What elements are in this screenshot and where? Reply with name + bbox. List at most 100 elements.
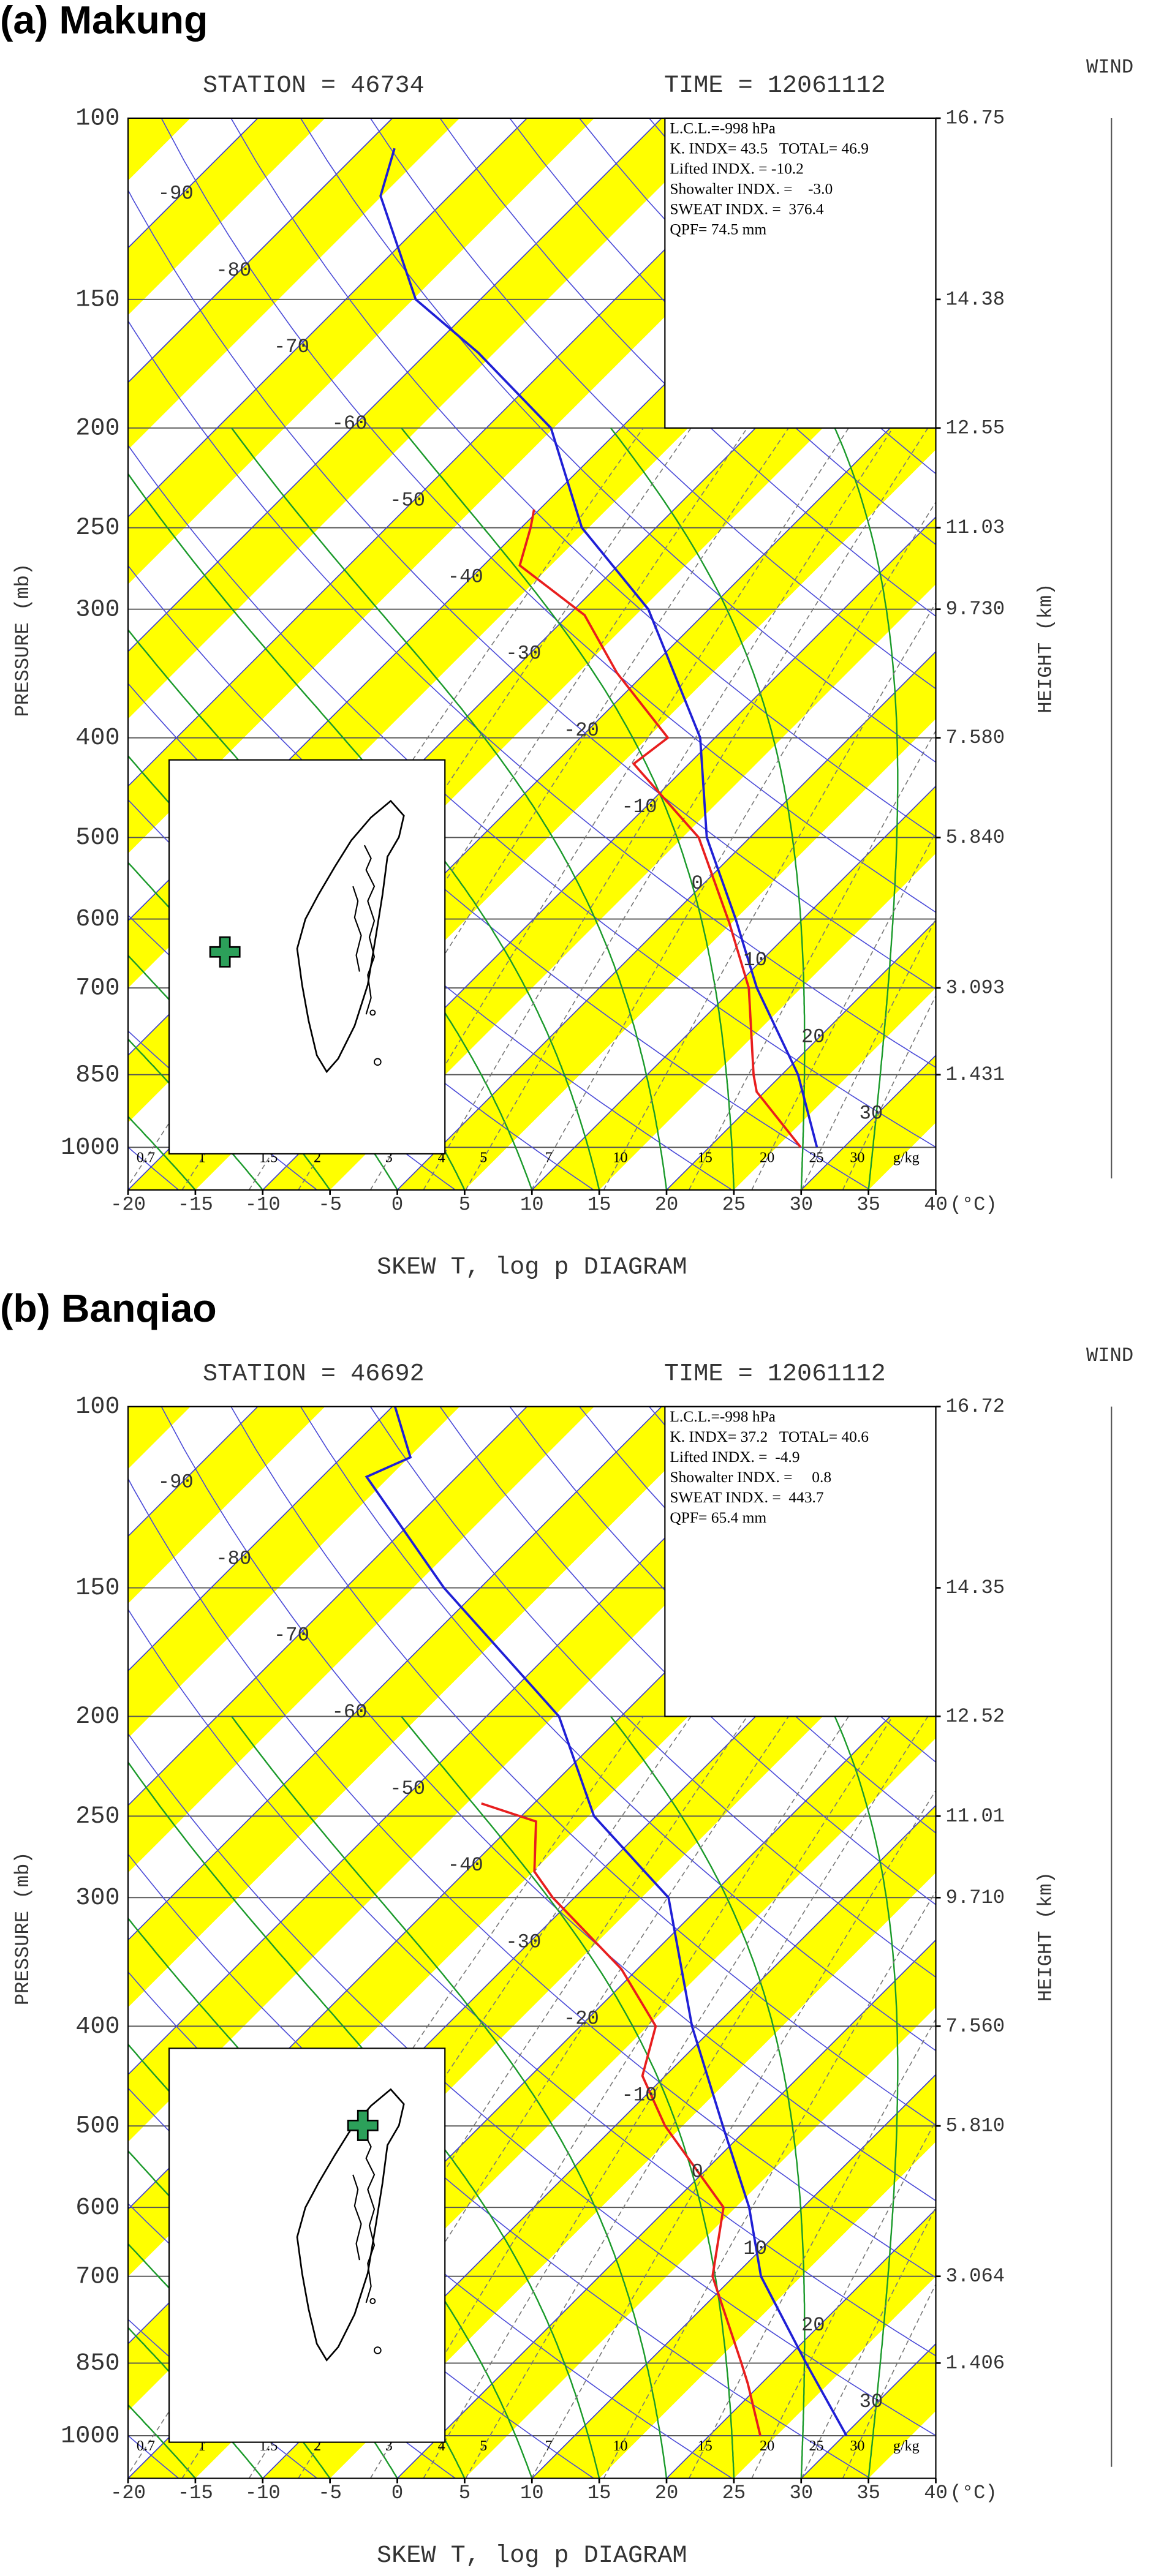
x-unit: (°C) <box>950 1193 997 1216</box>
isotherm-label: -60 <box>332 412 368 435</box>
x-tick-label: 30 <box>789 1193 813 1216</box>
y-tick-label: 150 <box>75 1575 119 1602</box>
taiwan-mountains <box>352 845 376 1015</box>
isotherm-label: -50 <box>390 489 425 511</box>
mixing-ratio-label: 0.7 <box>137 2438 155 2454</box>
taiwan-mountains <box>352 2133 376 2303</box>
height-tick-label: 7.560 <box>946 2015 1005 2038</box>
isotherm-label: 20 <box>801 2314 825 2337</box>
x-tick-label: 5 <box>459 2482 471 2504</box>
mixing-ratio-label: 5 <box>480 2438 487 2454</box>
moist-adiabat <box>1003 1717 1164 2479</box>
y-tick-label: 100 <box>75 1393 119 1421</box>
dry-adiabat <box>1137 118 1164 1190</box>
x-tick-label: -10 <box>245 2482 281 2504</box>
index-line: L.C.L.=-998 hPa <box>670 1407 776 1425</box>
height-tick-label: 16.72 <box>946 1395 1005 1418</box>
isotherm-band <box>128 118 460 450</box>
isotherm-label: 30 <box>860 2390 883 2413</box>
x-tick-label: 25 <box>722 2482 746 2504</box>
index-line: Showalter INDX. = -3.0 <box>670 179 833 197</box>
index-line: L.C.L.=-998 hPa <box>670 119 776 137</box>
moist-adiabat <box>834 1716 899 2479</box>
station-label: STATION = 46734 <box>203 72 425 100</box>
x-tick-label: 40 <box>924 2482 948 2504</box>
y-axis-title: PRESSURE (mb) <box>12 1851 34 2005</box>
height-tick-label: 11.01 <box>946 1805 1005 1828</box>
height-tick-label: 1.431 <box>946 1063 1005 1086</box>
moist-adiabat <box>128 1115 196 1190</box>
y-tick-label: 150 <box>75 286 119 314</box>
moist-adiabat <box>401 1715 735 2479</box>
mixing-ratio-unit: g/kg <box>893 2438 920 2454</box>
mixing-ratio-line <box>465 427 929 1190</box>
moist-adiabat <box>610 1715 806 2479</box>
isotherm-label: -40 <box>448 565 483 588</box>
skew-t-panel: (b) Banqiao STATION = 46692 TIME = 1206111… <box>0 1286 1164 2570</box>
dry-adiabat <box>997 1407 1164 2479</box>
mixing-ratio-line <box>751 2120 936 2479</box>
x-tick-label: 35 <box>856 2482 880 2504</box>
index-line: Lifted INDX. = -4.9 <box>670 1448 799 1466</box>
isotherm <box>128 1406 662 1941</box>
x-axis-title: SKEW T, log p DIAGRAM <box>377 2542 687 2570</box>
dry-adiabat <box>369 118 936 690</box>
isotherm-label: 30 <box>860 1102 883 1125</box>
moist-adiabat <box>128 472 600 1190</box>
index-line: K. INDX= 43.5 TOTAL= 46.9 <box>670 140 869 157</box>
moist-adiabat <box>128 2404 196 2479</box>
y-tick-label: 700 <box>75 975 119 1003</box>
height-tick-label: 7.580 <box>946 726 1005 749</box>
isotherm-label: -40 <box>448 1854 483 1877</box>
x-tick-label: -5 <box>318 2482 342 2504</box>
height-tick-label: 1.406 <box>946 2352 1005 2375</box>
dry-adiabat <box>128 565 871 1190</box>
x-tick-label: 15 <box>588 1193 611 1216</box>
dry-adiabat <box>161 118 936 913</box>
mixing-ratio-label: 30 <box>850 1150 864 1166</box>
isotherm-band <box>128 118 191 181</box>
dry-adiabat <box>1137 1407 1164 2479</box>
isotherm <box>128 118 797 787</box>
isotherm <box>128 1406 393 1672</box>
index-line: K. INDX= 37.2 TOTAL= 40.6 <box>670 1428 869 1445</box>
isotherm <box>666 2208 936 2479</box>
dry-adiabat <box>300 1406 936 2052</box>
y-tick-label: 850 <box>75 2350 119 2378</box>
mixing-ratio-line <box>751 831 936 1190</box>
y-tick-label: 400 <box>75 2013 119 2041</box>
x-tick-label: -15 <box>178 2482 213 2504</box>
moist-adiabat <box>231 427 668 1190</box>
x-tick-label: 30 <box>789 2482 813 2504</box>
y-tick-label: 850 <box>75 1061 119 1089</box>
isotherm-label: -30 <box>505 642 541 665</box>
y-tick-label: 500 <box>75 824 119 852</box>
dry-adiabat <box>439 118 936 617</box>
mixing-ratio-line <box>689 2018 936 2479</box>
profile-line <box>481 1802 762 2436</box>
mixing-ratio-line <box>603 601 936 1190</box>
station-marker <box>347 2109 379 2141</box>
height-tick-label: 5.810 <box>946 2115 1005 2137</box>
wind-label: WIND <box>1086 56 1133 78</box>
index-line: QPF= 74.5 mm <box>670 220 766 238</box>
isotherm-band <box>128 1406 595 1873</box>
isotherm-band <box>128 118 595 585</box>
isotherm-label: 0 <box>691 872 703 895</box>
dry-adiabat <box>439 1406 936 1905</box>
isotherm-band <box>128 118 729 719</box>
wind-label: WIND <box>1086 1344 1133 1367</box>
skew-t-panel: (a) Makung STATION = 46734 TIME = 12061112… <box>0 0 1164 1281</box>
isotherm-label: -90 <box>158 1471 194 1493</box>
moist-adiabat <box>1003 428 1164 1190</box>
dry-adiabat <box>128 1477 936 2278</box>
x-tick-label: 25 <box>722 1193 746 1216</box>
isotherm-band <box>128 118 325 315</box>
dry-adiabat <box>161 1406 936 2202</box>
mixing-ratio-line <box>689 729 936 1190</box>
isotherm <box>396 650 936 1190</box>
index-line: SWEAT INDX. = 376.4 <box>670 200 824 217</box>
moist-adiabat <box>401 427 735 1190</box>
y-tick-label: 250 <box>75 514 119 542</box>
